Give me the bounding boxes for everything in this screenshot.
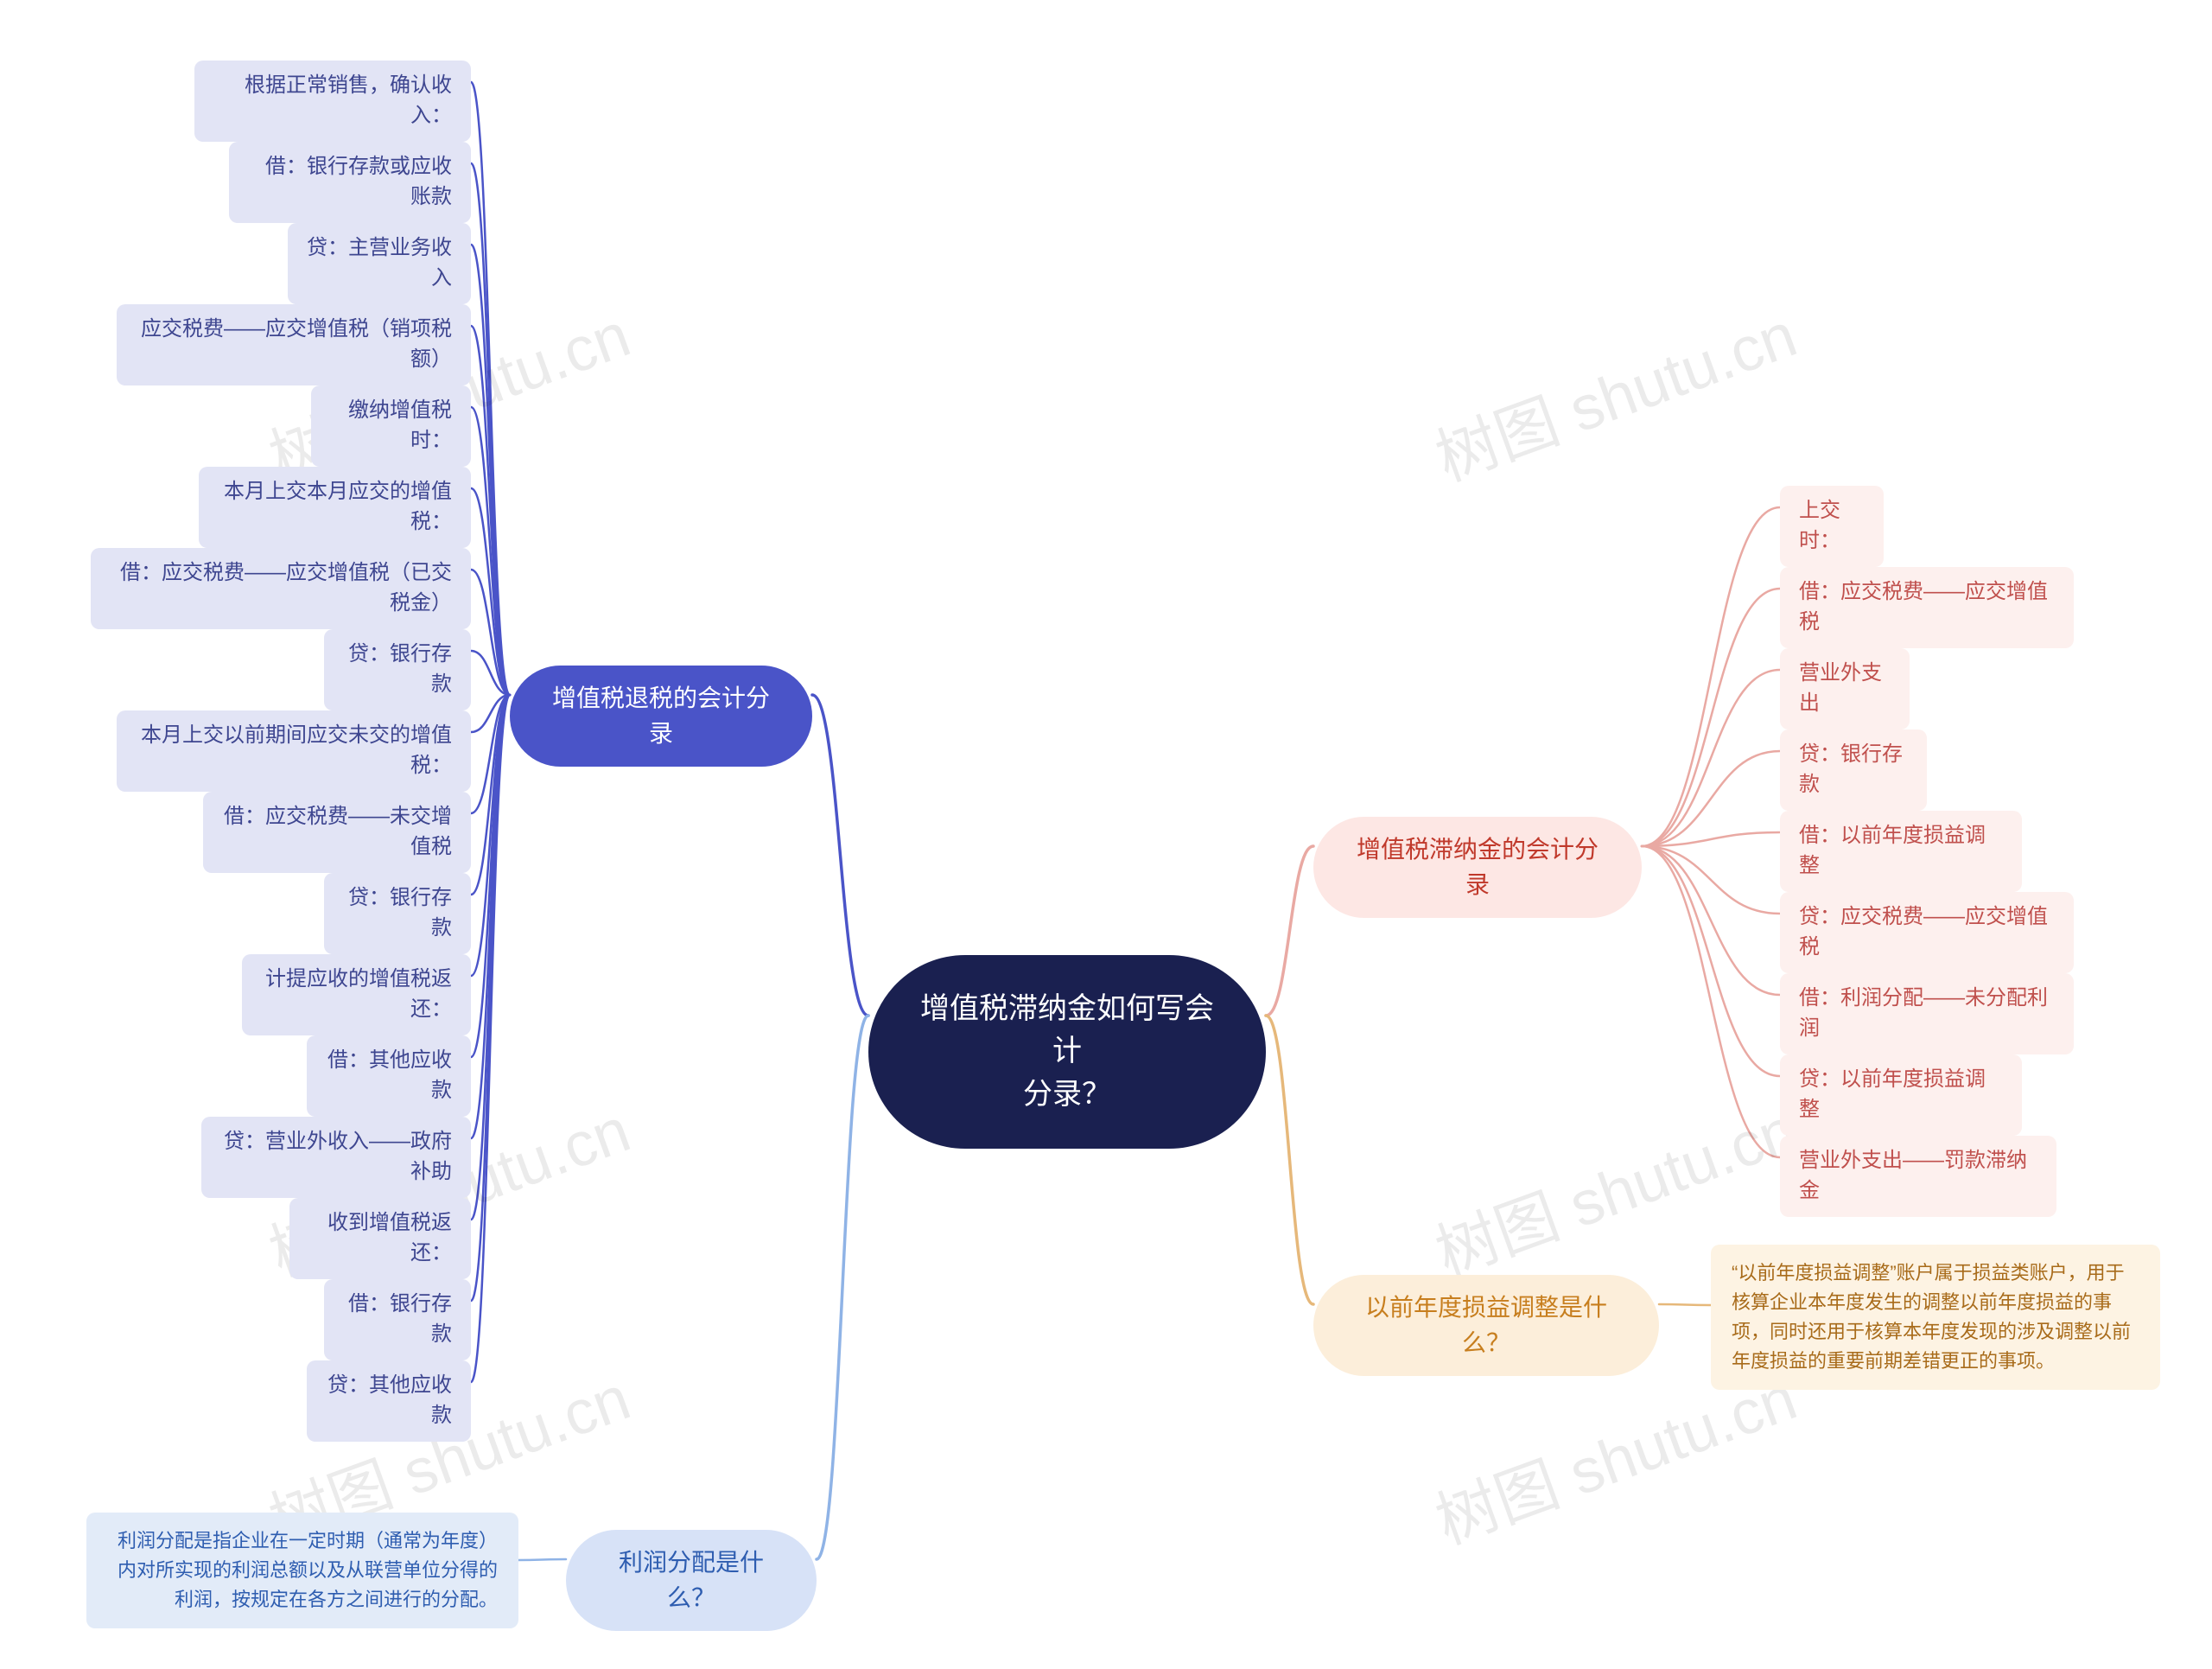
i10: 借：应交税费——未交增值税 [203, 792, 471, 873]
watermark: 树图 shutu.cn [1421, 284, 1807, 499]
i5: 缴纳增值税时： [311, 385, 471, 467]
p1: 上交时： [1780, 486, 1884, 567]
i16: 借：银行存款 [324, 1279, 471, 1360]
i15: 收到增值税返还： [289, 1198, 471, 1279]
i9: 本月上交以前期间应交未交的增值税： [117, 710, 471, 792]
i4: 应交税费——应交增值税（销项税额） [117, 304, 471, 385]
p4: 贷：银行存款 [1780, 729, 1927, 811]
p2: 借：应交税费——应交增值税 [1780, 567, 2074, 648]
i7: 借：应交税费——应交增值税（已交税金） [91, 548, 471, 629]
i8: 贷：银行存款 [324, 629, 471, 710]
i6: 本月上交本月应交的增值税： [199, 467, 471, 548]
center: 增值税滞纳金如何写会计 分录？ [868, 955, 1266, 1149]
b-indigo: 增值税退税的会计分录 [510, 666, 812, 767]
p5: 借：以前年度损益调整 [1780, 811, 2022, 892]
i1: 根据正常销售，确认收入： [194, 61, 471, 142]
i14: 贷：营业外收入——政府补助 [201, 1117, 471, 1198]
p9: 营业外支出——罚款滞纳金 [1780, 1136, 2056, 1217]
i17: 贷：其他应收款 [307, 1360, 471, 1442]
i3: 贷：主营业务收入 [288, 223, 471, 304]
o1: “以前年度损益调整”账户属于损益类账户，用于核算企业本年度发生的调整以前年度损益… [1711, 1245, 2160, 1390]
b-orange: 以前年度损益调整是什么？ [1313, 1275, 1659, 1376]
b-pink: 增值税滞纳金的会计分录 [1313, 817, 1642, 918]
i13: 借：其他应收款 [307, 1035, 471, 1117]
i11: 贷：银行存款 [324, 873, 471, 954]
p7: 借：利润分配——未分配利润 [1780, 973, 2074, 1054]
bl1: 利润分配是指企业在一定时期（通常为年度）内对所实现的利润总额以及从联营单位分得的… [86, 1513, 518, 1628]
p6: 贷：应交税费——应交增值税 [1780, 892, 2074, 973]
i2: 借：银行存款或应收账款 [229, 142, 471, 223]
b-blue: 利润分配是什么？ [566, 1530, 817, 1631]
p3: 营业外支出 [1780, 648, 1910, 729]
i12: 计提应收的增值税返还： [242, 954, 471, 1035]
p8: 贷：以前年度损益调整 [1780, 1054, 2022, 1136]
